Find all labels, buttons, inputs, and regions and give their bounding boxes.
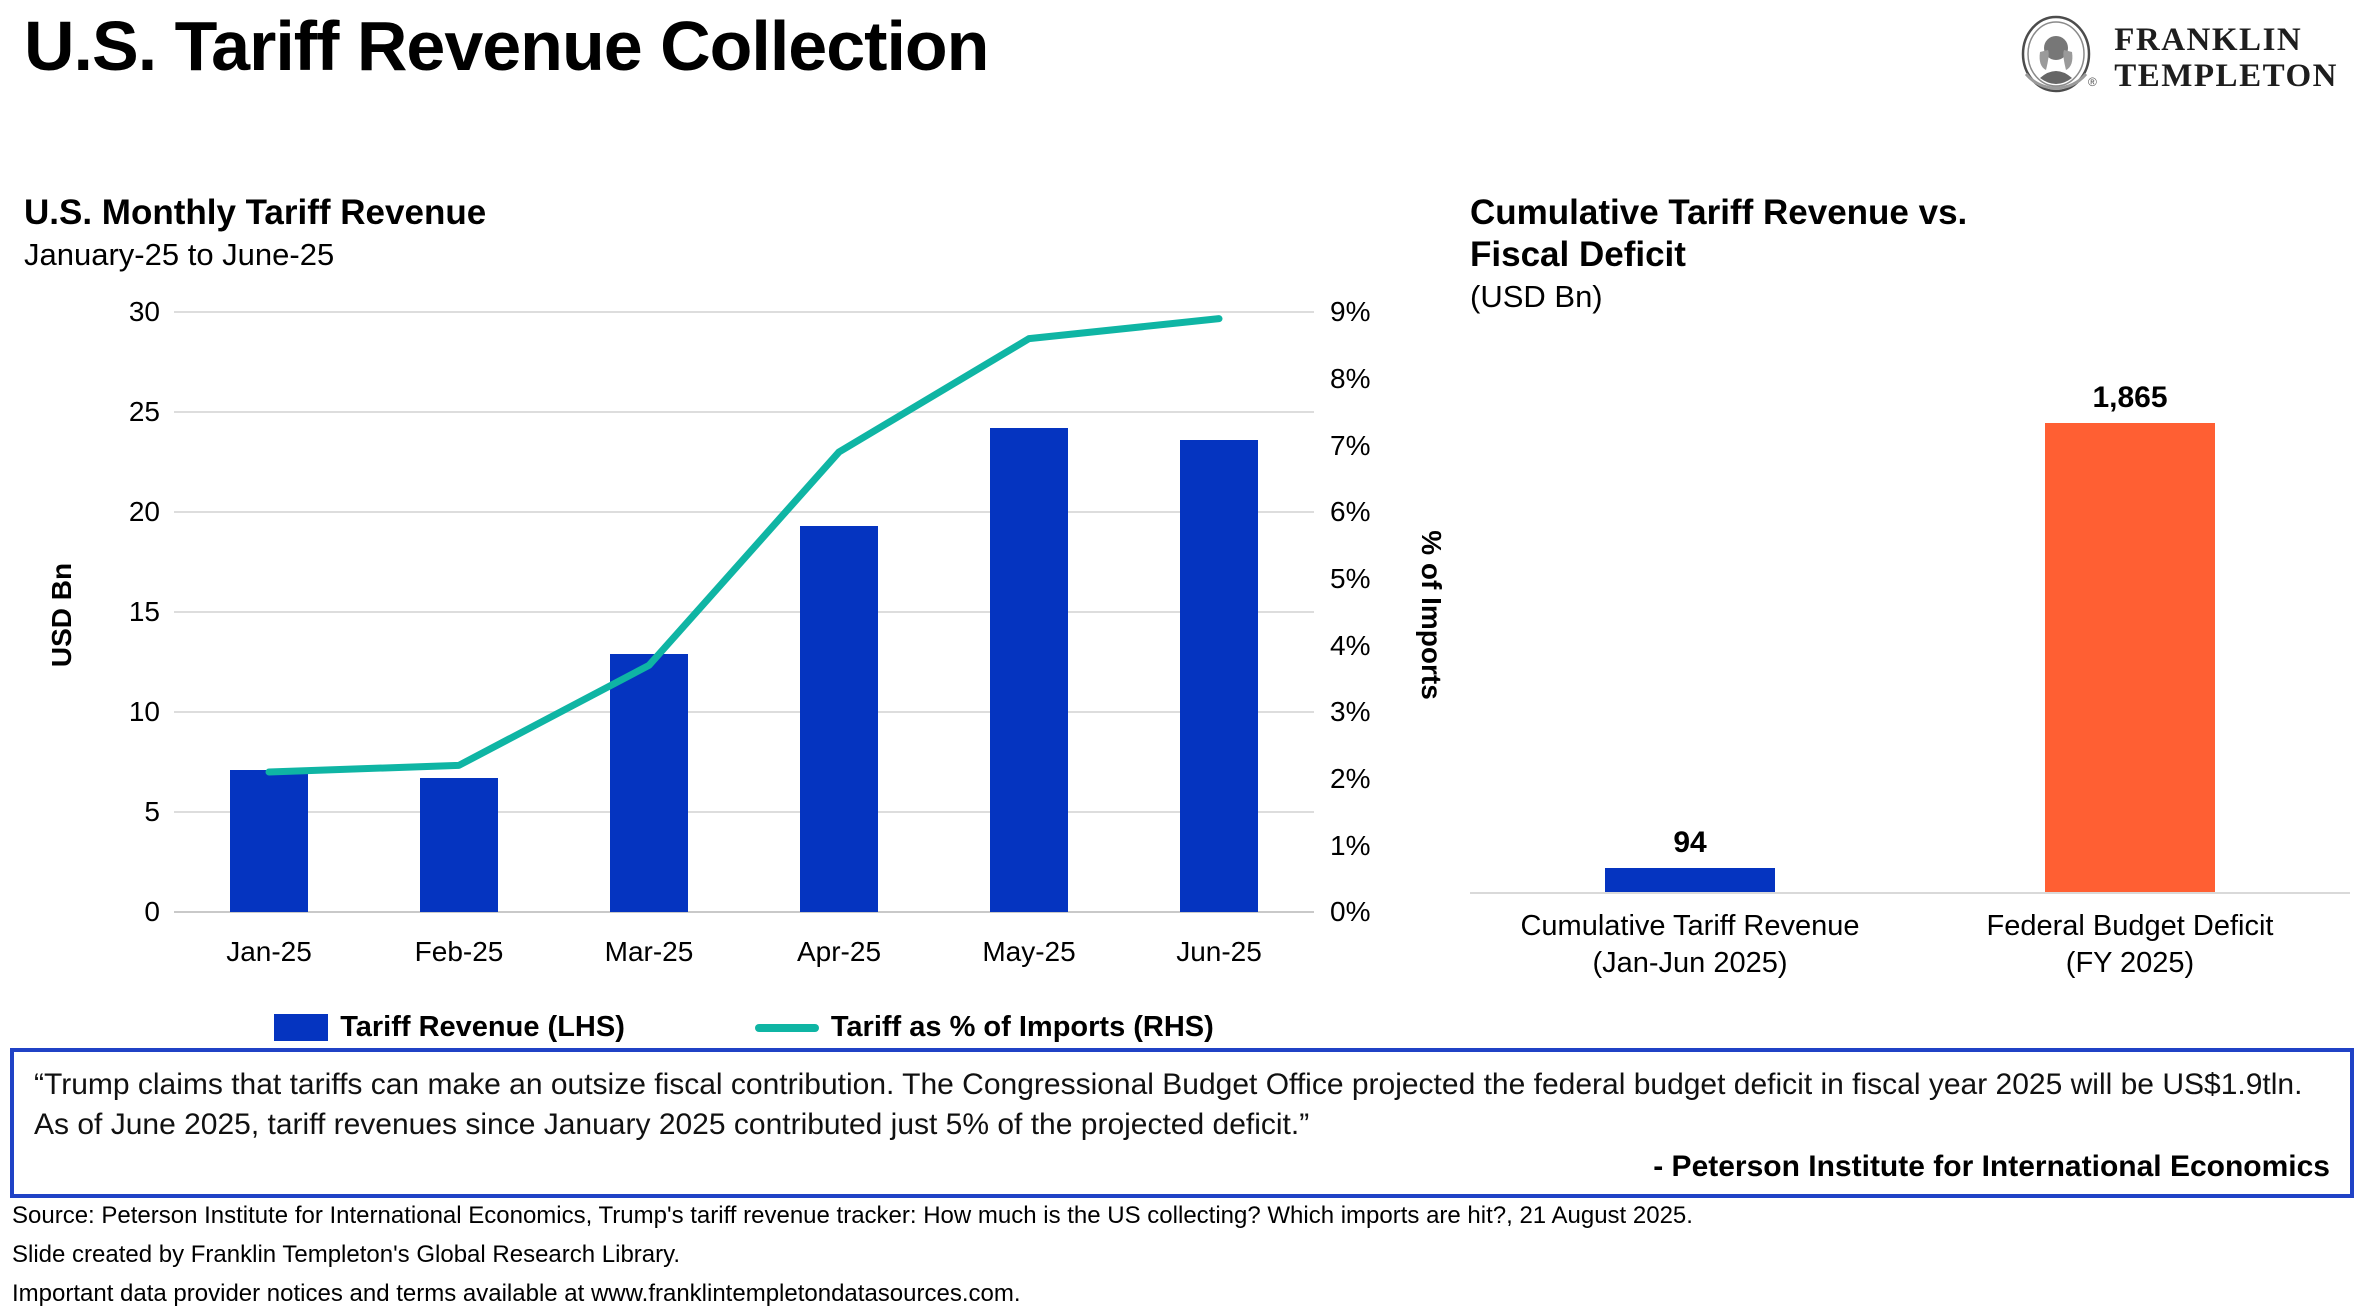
left-chart-subtitle: January-25 to June-25 (24, 237, 335, 272)
legend-line-label: Tariff as % of Imports (RHS) (830, 1011, 1214, 1044)
revenue-bar-apr-25 (800, 526, 878, 913)
right-chart-title-line2: Fiscal Deficit (1470, 235, 1686, 274)
source-line: Source: Peterson Institute for Internati… (12, 1202, 1693, 1229)
bar (2045, 423, 2215, 893)
right-chart-title-line1: Cumulative Tariff Revenue vs. (1470, 193, 1968, 232)
revenue-bar-jan-25 (230, 770, 308, 913)
right-axis-tick: 1% (1330, 829, 1371, 861)
left-axis-tick: 15 (128, 596, 160, 628)
revenue-bar-jun-25 (1180, 440, 1258, 913)
franklin-portrait-icon: ® (2012, 12, 2100, 105)
brand-name: FRANKLIN TEMPLETON (2114, 21, 2338, 94)
x-axis-label: Mar-25 (604, 936, 694, 968)
brand-logo: ® FRANKLIN TEMPLETON (2012, 12, 2338, 105)
combo-chart-plot (174, 311, 1314, 914)
tariff-pct-line (265, 315, 1223, 776)
legend-item-bars: Tariff Revenue (LHS) (274, 1011, 625, 1044)
revenue-bar-may-25 (990, 428, 1068, 913)
page-title: U.S. Tariff Revenue Collection (24, 7, 989, 85)
y-axis-label-right: % of Imports (1415, 530, 1447, 700)
right-axis-tick: 9% (1330, 296, 1371, 328)
right-axis-tick: 5% (1330, 562, 1371, 594)
quote-attribution: - Peterson Institute for International E… (1653, 1150, 2330, 1184)
left-axis-tick: 25 (128, 396, 160, 428)
bar (1605, 868, 1775, 893)
x-axis-label: May-25 (982, 936, 1076, 968)
left-axis-tick: 30 (128, 296, 160, 328)
source-line: Important data provider notices and term… (12, 1280, 1021, 1307)
right-axis-tick: 2% (1330, 762, 1371, 794)
x-axis-label: Jun-25 (1176, 936, 1262, 968)
legend-line-swatch-icon (754, 1023, 819, 1032)
right-chart-subtitle: (USD Bn) (1470, 279, 1603, 314)
bar-chart-category-labels: Cumulative Tariff Revenue (Jan-Jun 2025) F… (1470, 894, 2350, 982)
bar-column: 1,865 (1910, 381, 2350, 893)
left-chart-title: U.S. Monthly Tariff Revenue (24, 193, 487, 232)
category-label: Federal Budget Deficit (FY 2025) (1986, 910, 2274, 980)
x-axis-label: Feb-25 (414, 936, 504, 968)
left-axis-tick: 0 (144, 896, 160, 928)
right-chart-title: Cumulative Tariff Revenue vs. Fiscal Def… (1470, 192, 2350, 276)
value-label: 1,865 (2092, 381, 2168, 415)
bar-chart: 94 1,865 Cumulative Tariff Revenue (Jan-Ju… (1470, 339, 2350, 982)
y-axis-label-left: USD Bn (46, 563, 78, 668)
revenue-bar-mar-25 (610, 654, 688, 913)
revenue-bar-feb-25 (420, 778, 498, 913)
brand-name-line2: TEMPLETON (2114, 57, 2338, 94)
right-axis-tick: 4% (1330, 629, 1371, 661)
left-axis-tick: 10 (128, 696, 160, 728)
x-axis-label: Apr-25 (796, 936, 882, 968)
right-axis-tick: 8% (1330, 362, 1371, 394)
bar-chart-plot: 94 1,865 (1470, 339, 2350, 893)
category-label: Cumulative Tariff Revenue (Jan-Jun 2025) (1520, 910, 1860, 980)
bar-column: 94 (1470, 826, 1910, 893)
legend-bar-label: Tariff Revenue (LHS) (340, 1011, 625, 1044)
source-line: Slide created by Franklin Templeton's Gl… (12, 1241, 681, 1268)
quote-text: “Trump claims that tariffs can make an o… (34, 1068, 2303, 1141)
legend-item-line: Tariff as % of Imports (RHS) (754, 1011, 1214, 1044)
right-axis-tick: 0% (1330, 896, 1371, 928)
quote-box: “Trump claims that tariffs can make an o… (10, 1048, 2354, 1199)
x-axis-label: Jan-25 (226, 936, 312, 968)
combo-chart: USD Bn % of Imports Tariff Revenue (LHS)… (24, 296, 1474, 1079)
baseline (1470, 892, 2350, 895)
legend: Tariff Revenue (LHS) Tariff as % of Impo… (174, 1011, 1314, 1044)
right-axis-tick: 7% (1330, 429, 1371, 461)
brand-name-line1: FRANKLIN (2114, 21, 2303, 58)
right-chart-panel: Cumulative Tariff Revenue vs. Fiscal Def… (1470, 192, 2350, 982)
left-axis-tick: 20 (128, 496, 160, 528)
left-chart-panel: U.S. Monthly Tariff Revenue January-25 t… (24, 192, 1474, 1079)
left-axis-tick: 5 (144, 796, 160, 828)
value-label: 94 (1673, 826, 1707, 860)
right-axis-tick: 6% (1330, 496, 1371, 528)
legend-bar-swatch-icon (274, 1014, 329, 1042)
footer: Source: Peterson Institute for Internati… (12, 1196, 2342, 1313)
right-axis-tick: 3% (1330, 696, 1371, 728)
svg-text:®: ® (2088, 75, 2097, 89)
